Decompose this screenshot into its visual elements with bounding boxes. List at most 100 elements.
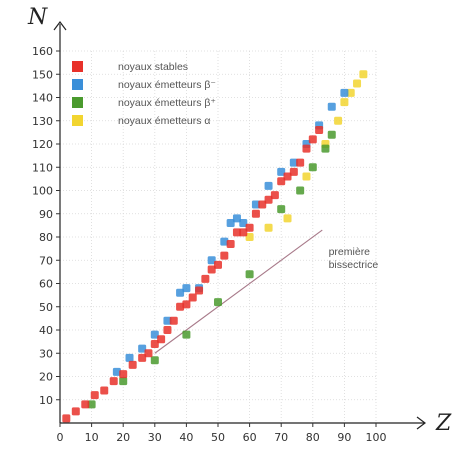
y-tick-label: 140 <box>32 92 53 105</box>
data-point <box>90 391 99 400</box>
data-point <box>138 353 147 362</box>
data-point <box>119 377 128 386</box>
legend-swatch <box>72 97 83 108</box>
data-point <box>302 144 311 153</box>
x-tick-label: 40 <box>179 431 193 444</box>
legend-swatch <box>72 115 83 126</box>
x-tick-label: 80 <box>306 431 320 444</box>
data-point <box>226 219 235 228</box>
data-point <box>321 144 330 153</box>
data-point <box>296 186 305 195</box>
legend-label: noyaux stables <box>118 61 188 73</box>
data-point <box>277 205 286 214</box>
data-point <box>81 400 90 409</box>
y-tick-label: 110 <box>32 161 53 174</box>
data-point <box>128 360 137 369</box>
data-point <box>251 209 260 218</box>
data-point <box>150 330 159 339</box>
data-point <box>109 377 118 386</box>
data-point <box>251 200 260 209</box>
data-point <box>157 335 166 344</box>
x-tick-label: 50 <box>211 431 225 444</box>
data-point <box>245 233 254 241</box>
data-point <box>163 316 172 325</box>
axes: NZ <box>27 5 452 436</box>
annotation-label: bissectrice <box>329 259 379 271</box>
y-tick-label: 130 <box>32 115 53 128</box>
data-point <box>62 414 71 423</box>
data-point <box>245 223 254 232</box>
grid <box>60 50 377 423</box>
data-point <box>283 214 292 223</box>
tick-labels: 0 10 20 30 40 50 60 70 80 90 100 10 20 30 40 50 60 70 80 90… <box>32 45 387 444</box>
y-tick-label: 40 <box>39 324 53 337</box>
data-point <box>353 79 362 88</box>
y-tick-label: 10 <box>39 394 53 407</box>
data-point <box>214 298 222 307</box>
data-point <box>201 274 210 283</box>
y-tick-label: 90 <box>39 208 53 221</box>
data-point <box>163 326 172 334</box>
data-point <box>150 339 159 348</box>
data-point <box>239 228 248 237</box>
y-tick-label: 150 <box>32 68 53 81</box>
legend-label: noyaux émetteurs β⁻ <box>118 79 216 91</box>
data-point <box>195 286 204 295</box>
data-point <box>176 288 185 297</box>
legend-swatch <box>72 79 83 90</box>
data-points <box>62 70 368 423</box>
data-point <box>302 172 311 181</box>
y-tick-label: 20 <box>39 371 53 384</box>
data-point <box>87 400 96 409</box>
y-tick-label: 120 <box>32 138 53 151</box>
x-tick-label: 100 <box>366 431 387 444</box>
data-point <box>125 353 134 362</box>
data-point <box>277 167 286 176</box>
data-point <box>226 239 235 248</box>
y-tick-label: 30 <box>39 347 53 360</box>
y-axis-title: N <box>27 5 48 30</box>
data-point <box>144 349 153 358</box>
data-point <box>308 163 317 172</box>
x-tick-label: 20 <box>116 431 130 444</box>
data-point <box>245 270 254 279</box>
legend-label: noyaux émetteurs β⁺ <box>118 97 216 109</box>
data-point <box>220 237 229 246</box>
annotation-label: première <box>329 246 371 258</box>
data-point <box>289 167 298 176</box>
data-point <box>327 102 336 111</box>
data-point <box>283 172 292 181</box>
data-point <box>258 200 267 209</box>
data-point <box>169 316 178 325</box>
data-point <box>207 265 216 274</box>
data-point <box>182 300 191 309</box>
data-point <box>264 195 273 204</box>
data-point <box>214 260 222 269</box>
data-point <box>296 158 305 167</box>
data-point <box>346 88 355 97</box>
y-tick-label: 160 <box>32 45 53 58</box>
x-tick-label: 10 <box>85 431 99 444</box>
data-point <box>308 135 317 144</box>
x-tick-label: 60 <box>243 431 257 444</box>
data-point <box>150 356 159 365</box>
y-axis-arrow <box>53 21 67 31</box>
data-point <box>138 344 147 353</box>
x-tick-label: 0 <box>57 431 64 444</box>
legend-swatch <box>72 61 83 72</box>
data-point <box>277 177 286 186</box>
data-point <box>334 116 343 125</box>
x-axis-arrow <box>416 416 426 430</box>
y-tick-label: 50 <box>39 301 53 314</box>
data-point <box>176 302 185 311</box>
data-point <box>359 70 368 79</box>
data-point <box>232 228 241 237</box>
legend: noyaux stables noyaux émetteurs β⁻ noyaux … <box>72 61 216 127</box>
data-point <box>340 98 349 107</box>
data-point <box>119 370 128 379</box>
y-tick-label: 60 <box>39 278 53 291</box>
y-tick-label: 70 <box>39 254 53 267</box>
data-point <box>207 256 216 265</box>
